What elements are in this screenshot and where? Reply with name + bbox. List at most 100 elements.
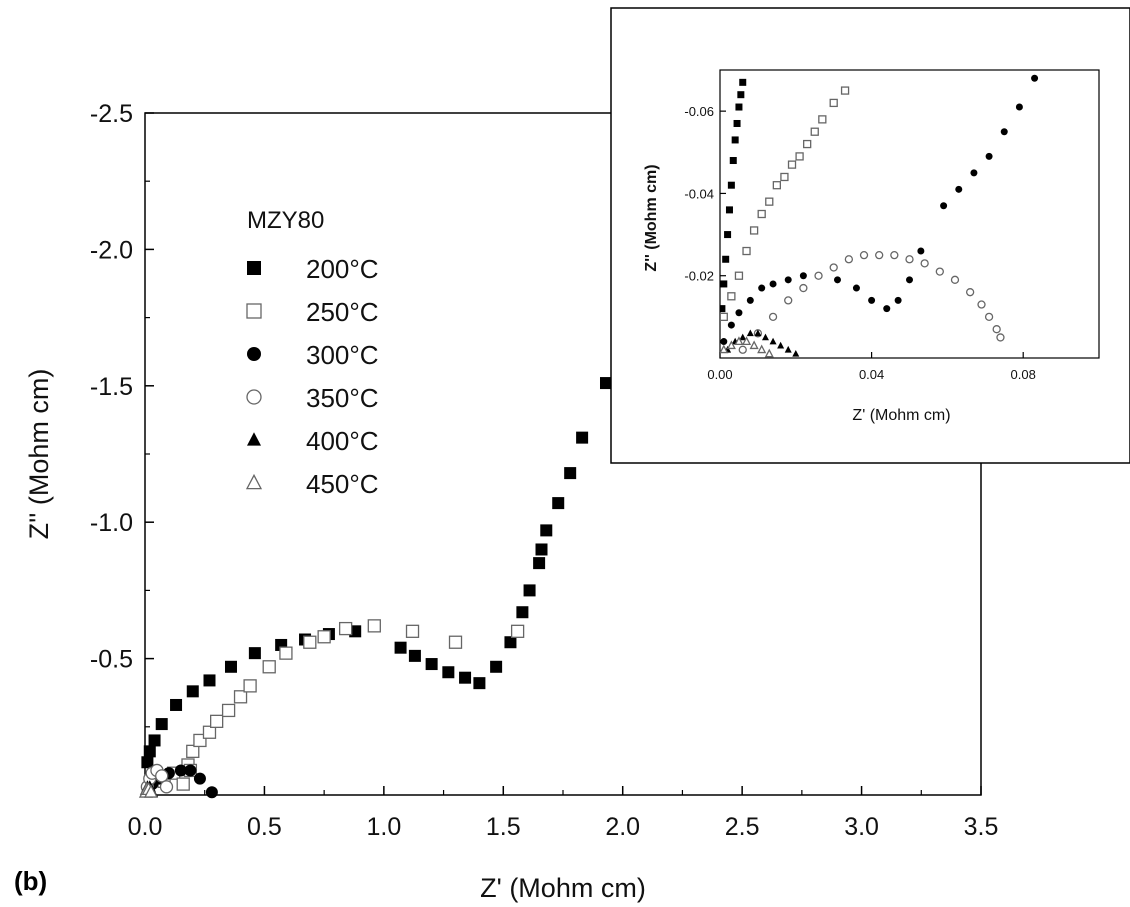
inset-data-point: [803, 139, 812, 149]
x-tick-label: 3.5: [964, 813, 999, 841]
data-point: [243, 679, 257, 693]
inset-data-point: [738, 345, 747, 354]
legend-marker-circle-filled: [247, 347, 261, 361]
data-point: [490, 660, 503, 673]
data-point: [552, 497, 565, 510]
inset-data-point: [894, 296, 902, 304]
inset-data-point: [735, 309, 743, 317]
inset-data-point: [818, 115, 827, 124]
inset-data-point: [720, 305, 726, 313]
inset-data-point: [1000, 128, 1008, 136]
data-point: [174, 764, 187, 777]
inset-data-point: [727, 321, 735, 329]
inset-data-point: [787, 160, 797, 169]
data-point: [233, 690, 248, 704]
inset-data-point: [735, 103, 743, 111]
data-point: [170, 698, 183, 711]
x-tick-label: 0.5: [247, 813, 282, 841]
inset-data-point: [726, 340, 736, 350]
data-point: [141, 756, 154, 769]
data-point: [184, 764, 197, 777]
legend-marker-triangle-open: [245, 473, 263, 490]
inset-data-point: [720, 338, 728, 346]
x-axis-label: Z' (Mohm cm): [480, 873, 646, 903]
y-tick-label: -1.5: [90, 373, 133, 401]
data-point: [205, 786, 218, 799]
inset-data-point: [731, 136, 739, 144]
legend-entry-label: 400°C: [306, 426, 379, 456]
inset-data-point: [829, 98, 838, 108]
data-point: [143, 745, 156, 758]
inset-data-point: [757, 209, 766, 219]
inset-data-point: [720, 312, 728, 322]
data-point: [533, 557, 546, 570]
inset-data-point: [996, 333, 1005, 342]
data-point: [221, 703, 236, 718]
inset-data-point: [749, 340, 759, 350]
inset-plot: 0.00 0.04 0.08 -0.02 -0.04 -0.06 Z' (Mohm cm) Z…: [610, 7, 1130, 464]
inset-data-point: [844, 255, 854, 264]
x-tick-label: 0.0: [128, 813, 163, 841]
inset-data-point: [940, 202, 948, 210]
inset-data-point: [737, 91, 745, 99]
x-tick-label: 3.0: [844, 813, 879, 841]
data-point: [186, 685, 199, 698]
inset-data-point: [734, 271, 744, 280]
inset-background: [610, 7, 1130, 464]
inset-data-point: [777, 341, 785, 349]
inset-data-point: [784, 276, 792, 284]
data-point: [186, 744, 200, 759]
inset-data-point: [795, 152, 804, 161]
inset-series-square-filled: [720, 78, 747, 313]
inset-data-point: [739, 333, 747, 341]
inset-data-point: [955, 185, 963, 193]
inset-y-tick-label: -0.02: [684, 269, 714, 284]
inset-series-triangle-open: [720, 336, 774, 358]
data-point: [203, 674, 216, 687]
data-point: [317, 630, 331, 644]
data-point: [279, 646, 293, 660]
inset-data-point: [977, 300, 986, 309]
data-point: [516, 606, 529, 619]
inset-data-point: [727, 292, 736, 301]
inset-data-point: [720, 280, 728, 288]
data-point: [155, 769, 169, 783]
inset-data-point: [769, 337, 777, 345]
data-point: [523, 584, 536, 597]
inset-data-point: [890, 250, 899, 260]
inset-data-point: [970, 169, 978, 177]
inset-y-tick-label: -0.04: [684, 186, 714, 201]
inset-data-point: [769, 280, 777, 288]
legend-entry-label: 250°C: [306, 297, 379, 327]
legend-entry-label: 200°C: [306, 254, 379, 284]
inset-data-point: [799, 272, 807, 280]
data-point: [576, 431, 589, 444]
inset-data-point: [875, 250, 884, 260]
inset-data-point: [741, 336, 752, 345]
inset-x-axis-label: Z' (Mohm cm): [852, 407, 950, 424]
data-point: [148, 734, 161, 747]
inset-data-point: [1015, 103, 1023, 111]
data-point: [535, 543, 548, 556]
inset-data-point: [724, 231, 732, 239]
x-tick-label: 2.0: [605, 813, 640, 841]
inset-data-point: [1031, 74, 1039, 82]
data-point: [224, 660, 237, 673]
data-point: [155, 718, 168, 731]
inset-data-point: [868, 296, 876, 304]
data-point: [510, 624, 525, 638]
legend-entry-label: 450°C: [306, 469, 379, 499]
legend-marker-circle-open: [246, 389, 262, 405]
inset-data-point: [814, 271, 823, 280]
inset-data-point: [772, 181, 781, 190]
inset-data-point: [859, 250, 869, 260]
inset-data-point: [761, 333, 769, 341]
data-point: [408, 649, 421, 662]
inset-data-point: [950, 275, 960, 284]
data-point: [425, 658, 438, 671]
inset-data-point: [725, 206, 733, 214]
inset-data-point: [984, 312, 994, 322]
x-tick-label: 1.0: [366, 813, 401, 841]
data-point: [143, 784, 159, 798]
